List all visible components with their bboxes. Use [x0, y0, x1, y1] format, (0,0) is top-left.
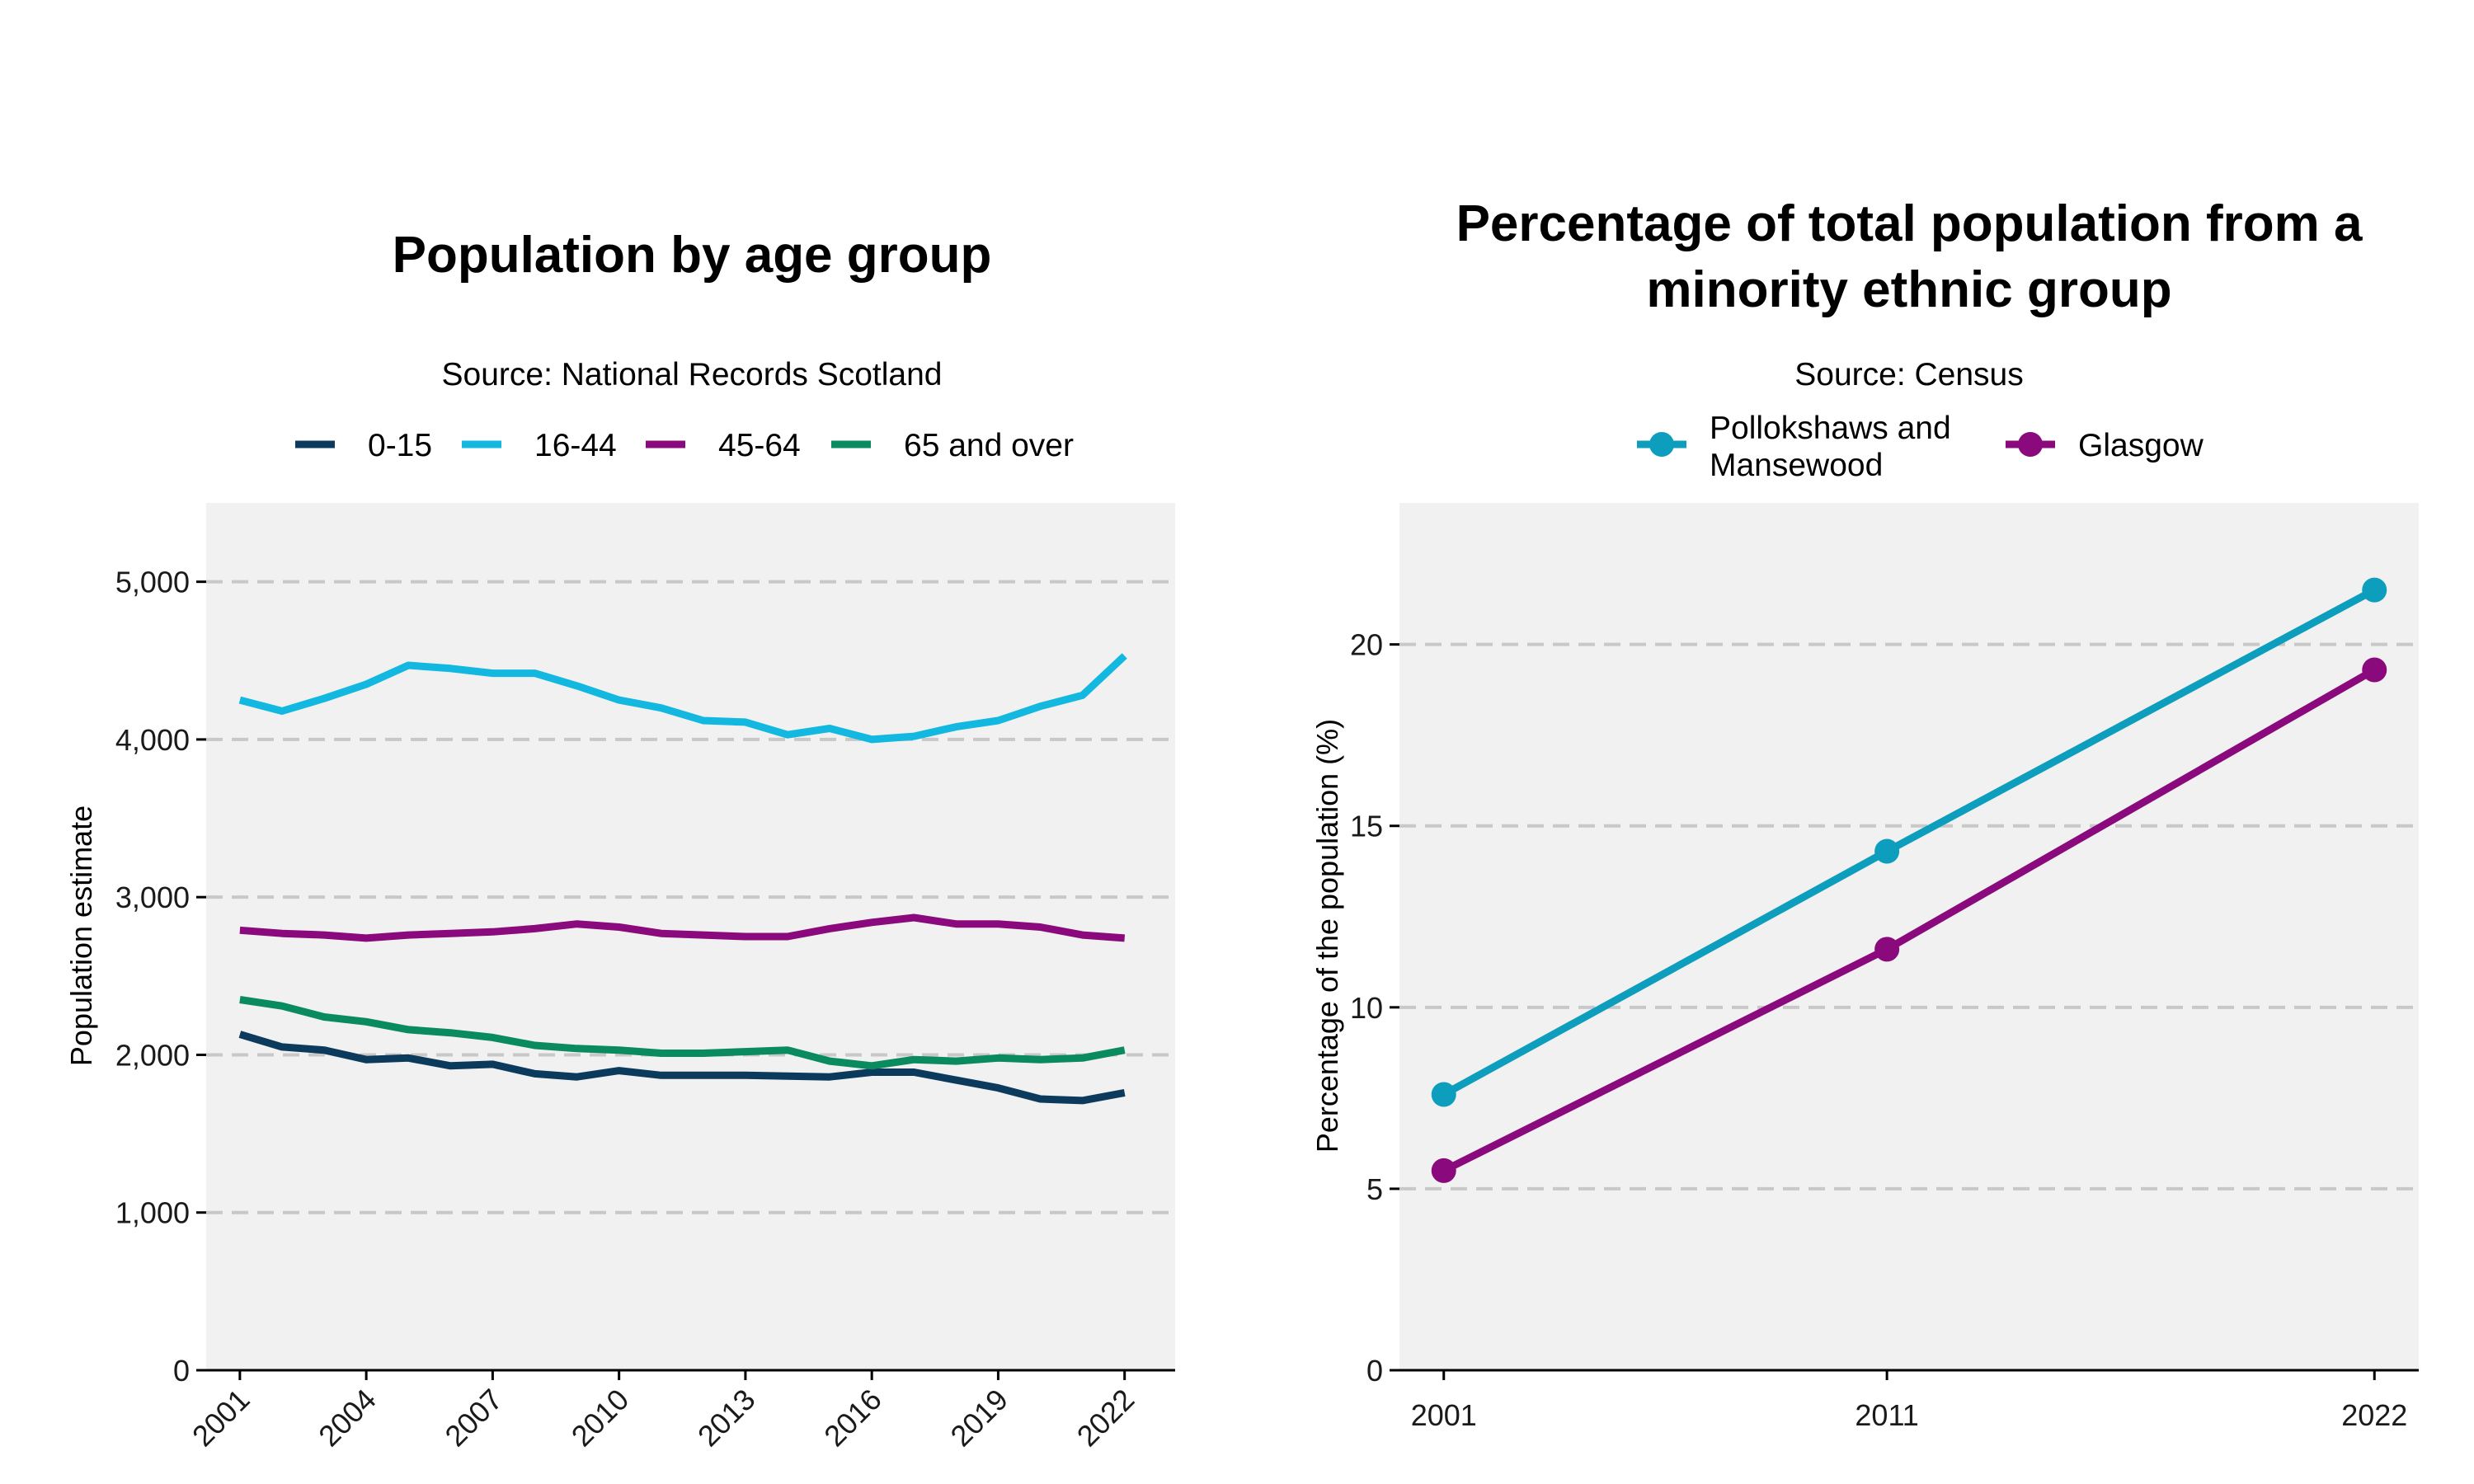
- chart2-y-axis: 0 5 10 15 20: [1350, 628, 1399, 1388]
- chart2-subtitle: Source: Census: [1794, 357, 2023, 392]
- chart2-y-tick-label: 15: [1350, 810, 1383, 843]
- chart2-title-line-1: Percentage of total population from a: [1456, 195, 2363, 252]
- chart1-x-tick-label: 2007: [438, 1383, 509, 1453]
- chart1-x-tick-label: 2004: [312, 1383, 383, 1453]
- series-line-65-and-over: [239, 996, 1126, 1070]
- chart1-gridlines: [206, 580, 1175, 1214]
- chart1-y-axis-title: Population estimate: [64, 805, 98, 1066]
- population-by-age-chart: Population by age group Source: National…: [64, 227, 1175, 1453]
- chart1-x-tick-label: 2019: [943, 1383, 1014, 1453]
- chart1-x-tick-label: 2010: [565, 1383, 636, 1453]
- legend-label-pollokshaws-and-mansewood: Pollokshaws and: [1710, 411, 1951, 446]
- legend-label-45-64: 45-64: [718, 428, 801, 463]
- data-point-pollokshaws-and-mansewood-2011: [1874, 838, 1900, 864]
- legend-label-16-44: 16-44: [534, 428, 617, 463]
- legend-label-65-and-over: 65 and over: [904, 428, 1074, 463]
- legend-label-pollokshaws-and-mansewood: Mansewood: [1710, 448, 1883, 483]
- chart1-series: [238, 653, 1127, 1105]
- chart2-y-axis-title: Percentage of the population (%): [1310, 719, 1344, 1153]
- chart1-y-tick-label: 3,000: [115, 881, 190, 914]
- chart2-gridlines: [1399, 642, 2419, 1190]
- chart2-series: [1431, 577, 2387, 1183]
- minority-ethnic-chart: Percentage of total population from a mi…: [1310, 195, 2419, 1432]
- chart2-x-tick-label: 2022: [2341, 1398, 2407, 1432]
- chart2-title-line-2: minority ethnic group: [1646, 261, 2171, 318]
- chart2-x-tick-label: 2011: [1855, 1398, 1918, 1432]
- chart2-y-tick-label: 0: [1366, 1354, 1383, 1388]
- data-point-pollokshaws-and-mansewood-2001: [1431, 1082, 1456, 1107]
- chart1-x-axis: 2001 2004 2007 2010 2013 2016 2019 2022: [186, 1370, 1141, 1453]
- chart1-x-tick-label: 2016: [817, 1383, 888, 1453]
- chart1-x-tick-label: 2013: [691, 1383, 762, 1453]
- data-point-glasgow-2022: [2362, 657, 2387, 683]
- chart1-y-tick-label: 0: [173, 1354, 190, 1388]
- series-line-45-64: [239, 913, 1126, 942]
- chart2-y-tick-label: 10: [1350, 991, 1383, 1025]
- chart1-y-tick-label: 1,000: [115, 1196, 190, 1230]
- chart1-legend: 0-15 16-44 45-64 65 and over: [295, 428, 1074, 463]
- chart1-y-tick-label: 2,000: [115, 1038, 190, 1072]
- chart2-x-axis: 2001 2011 2022: [1411, 1370, 2407, 1432]
- chart2-y-tick-label: 20: [1350, 628, 1383, 662]
- legend-label-0-15: 0-15: [368, 428, 432, 463]
- chart1-x-tick-label: 2001: [186, 1383, 256, 1453]
- data-point-glasgow-2011: [1874, 937, 1900, 962]
- legend-key-marker-glasgow: [2018, 432, 2043, 457]
- chart1-y-tick-label: 4,000: [115, 723, 190, 757]
- chart1-x-tick-label: 2022: [1070, 1383, 1141, 1453]
- chart1-subtitle: Source: National Records Scotland: [442, 357, 943, 392]
- chart1-y-axis: 0 1,000 2,000 3,000 4,000 5,000: [115, 566, 206, 1388]
- chart1-y-tick-label: 5,000: [115, 566, 190, 599]
- data-point-glasgow-2001: [1431, 1158, 1456, 1183]
- chart2-x-tick-label: 2001: [1411, 1398, 1477, 1432]
- data-point-pollokshaws-and-mansewood-2022: [2362, 577, 2387, 603]
- series-line-16-44: [238, 653, 1127, 744]
- series-line-0-15: [238, 1031, 1126, 1105]
- legend-label-glasgow: Glasgow: [2078, 428, 2204, 463]
- chart2-y-tick-label: 5: [1366, 1172, 1383, 1206]
- legend-key-marker-pollokshaws-and-mansewood: [1649, 432, 1674, 457]
- chart1-title: Population by age group: [393, 227, 992, 284]
